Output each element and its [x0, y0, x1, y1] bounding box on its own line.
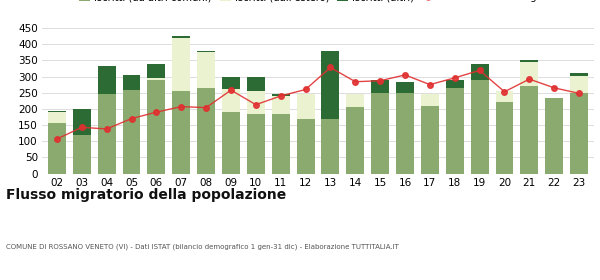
Bar — [48, 123, 66, 174]
Bar — [247, 91, 265, 114]
Bar — [172, 91, 190, 174]
Bar — [371, 93, 389, 174]
Bar — [172, 38, 190, 91]
Bar — [148, 80, 166, 174]
Bar — [296, 94, 314, 119]
Bar — [570, 73, 588, 76]
Bar — [222, 90, 240, 112]
Bar — [73, 136, 91, 174]
Bar — [371, 80, 389, 93]
Bar — [122, 74, 140, 90]
Text: COMUNE DI ROSSANO VENETO (VI) - Dati ISTAT (bilancio demografico 1 gen-31 dic) -: COMUNE DI ROSSANO VENETO (VI) - Dati IST… — [6, 244, 399, 250]
Text: Flusso migratorio della popolazione: Flusso migratorio della popolazione — [6, 188, 286, 202]
Bar — [148, 64, 166, 78]
Bar — [520, 86, 538, 174]
Legend: Iscritti (da altri comuni), Iscritti (dall'estero), Iscritti (altri), Cancellati: Iscritti (da altri comuni), Iscritti (da… — [79, 0, 557, 2]
Bar — [545, 97, 563, 174]
Bar — [470, 80, 488, 174]
Bar — [496, 91, 514, 102]
Bar — [421, 94, 439, 106]
Bar — [122, 90, 140, 174]
Bar — [197, 52, 215, 88]
Bar — [197, 51, 215, 52]
Bar — [247, 76, 265, 91]
Bar — [272, 94, 290, 96]
Bar — [98, 66, 116, 94]
Bar — [48, 112, 66, 123]
Bar — [496, 102, 514, 174]
Bar — [570, 76, 588, 93]
Bar — [222, 76, 240, 90]
Bar — [396, 93, 414, 174]
Bar — [172, 36, 190, 38]
Bar — [570, 93, 588, 174]
Bar — [520, 60, 538, 62]
Bar — [322, 119, 340, 174]
Bar — [520, 62, 538, 86]
Bar — [296, 119, 314, 174]
Bar — [222, 112, 240, 174]
Bar — [346, 94, 364, 107]
Bar — [272, 114, 290, 174]
Bar — [98, 94, 116, 174]
Bar — [322, 51, 340, 119]
Bar — [346, 107, 364, 174]
Bar — [272, 96, 290, 114]
Bar — [73, 109, 91, 136]
Bar — [421, 106, 439, 174]
Bar — [470, 64, 488, 80]
Bar — [396, 82, 414, 93]
Bar — [197, 88, 215, 174]
Bar — [148, 78, 166, 80]
Bar — [48, 111, 66, 112]
Bar — [446, 80, 464, 88]
Bar — [247, 114, 265, 174]
Bar — [446, 88, 464, 174]
